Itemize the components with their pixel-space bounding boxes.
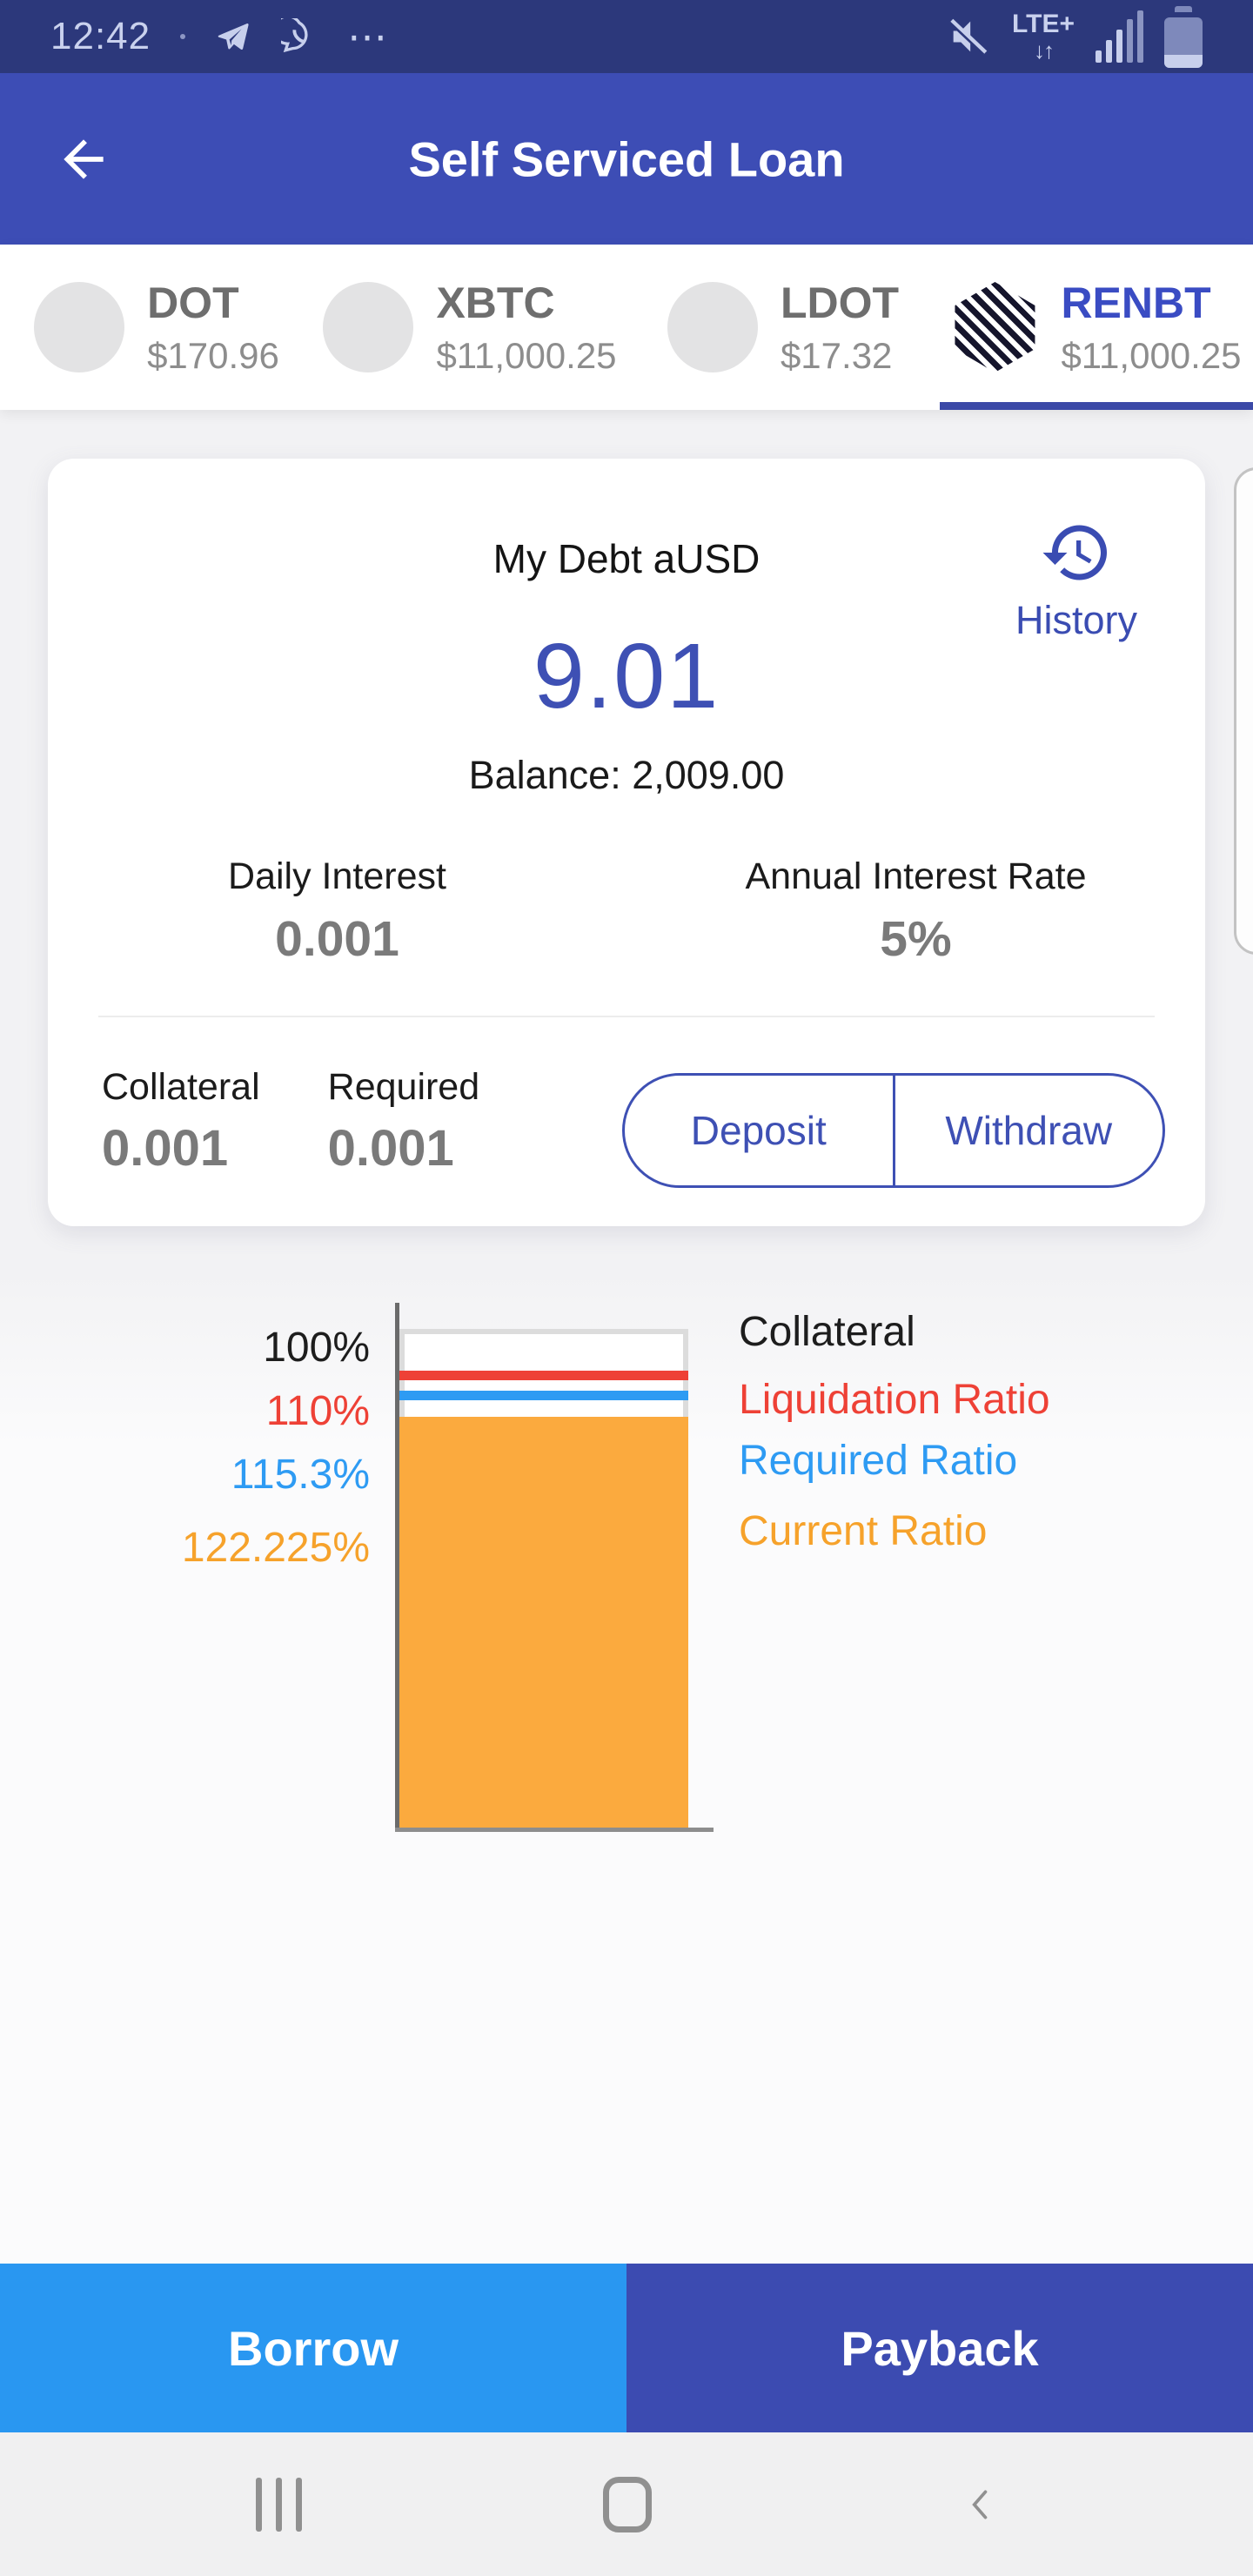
home-button[interactable] — [603, 2476, 652, 2532]
token-price: $17.32 — [780, 335, 893, 376]
next-card-edge[interactable] — [1234, 467, 1253, 955]
history-clock-icon — [1042, 525, 1107, 580]
daily-interest-value: 0.001 — [275, 911, 399, 967]
legend-liquidation-ratio: Liquidation Ratio — [739, 1377, 1050, 1423]
token-symbol: DOT — [147, 278, 239, 327]
required-value: 0.001 — [327, 1120, 454, 1177]
token-price: $11,000.25 — [1061, 335, 1242, 376]
telegram-icon — [218, 23, 249, 50]
data-transfer-arrows-icon: ↓↑ — [1034, 37, 1055, 64]
chart-x-axis — [395, 1828, 714, 1832]
token-symbol: LDOT — [780, 278, 900, 327]
network-type-label: LTE+ — [1012, 10, 1075, 38]
page-title: Self Serviced Loan — [408, 131, 845, 186]
tick-label-110: 110% — [265, 1388, 370, 1434]
tab-ldot[interactable]: LDOT $17.32 — [626, 245, 940, 410]
borrow-button[interactable]: Borrow — [0, 2264, 626, 2432]
current-ratio-bar — [399, 1417, 688, 1829]
annual-rate-label: Annual Interest Rate — [745, 855, 1087, 897]
tab-renbtc[interactable]: RENBT $11,000.25 — [940, 245, 1253, 410]
android-nav-bar — [0, 2432, 1253, 2576]
history-label: History — [1015, 598, 1137, 642]
deposit-button[interactable]: Deposit — [625, 1076, 895, 1185]
signal-strength-icon — [1096, 10, 1143, 63]
collateral-label: Collateral — [102, 1066, 260, 1108]
legend-current-ratio: Current Ratio — [739, 1508, 988, 1554]
withdraw-button[interactable]: Withdraw — [945, 1108, 1113, 1153]
debt-card: My Debt aUSD History 9.01 Balance: 2,009… — [48, 459, 1205, 1226]
xbtc-token-icon — [323, 282, 414, 372]
nav-back-button[interactable] — [962, 2476, 1000, 2533]
deposit-withdraw-group: Deposit Withdraw — [622, 1073, 1165, 1188]
legend-required-ratio: Required Ratio — [739, 1438, 1018, 1484]
card-divider — [98, 1016, 1155, 1017]
annual-rate-value: 5% — [880, 911, 952, 967]
token-tab-row: DOT $170.96 XBTC $11,000.25 LDOT $17.32 … — [0, 245, 1253, 410]
debt-amount: 9.01 — [533, 625, 720, 728]
tick-label-100: 100% — [263, 1325, 370, 1371]
token-symbol: RENBT — [1061, 278, 1211, 327]
collateral-value: 0.001 — [102, 1120, 229, 1177]
chart-y-axis — [395, 1303, 399, 1831]
network-indicator: LTE+ ↓↑ — [1012, 10, 1075, 64]
token-symbol: XBTC — [436, 278, 555, 327]
recents-button[interactable] — [256, 2477, 302, 2532]
status-time: 12:42 — [50, 15, 151, 57]
payback-button[interactable]: Payback — [626, 2264, 1253, 2432]
token-price: $170.96 — [147, 335, 279, 376]
balance-label: Balance: 2,009.00 — [468, 753, 785, 797]
notification-dot-icon — [180, 34, 186, 39]
bottom-actions: Borrow Payback — [0, 2264, 1253, 2432]
status-bar: 12:42 ⋯ LTE+ ↓↑ — [0, 0, 1253, 73]
debt-card-title: My Debt aUSD — [492, 536, 761, 581]
mute-icon — [948, 18, 988, 56]
tick-label-115: 115.3% — [231, 1452, 370, 1498]
interest-row: Daily Interest 0.001 Annual Interest Rat… — [48, 855, 1205, 968]
app-bar: Self Serviced Loan — [0, 73, 1253, 245]
tab-xbtc[interactable]: XBTC $11,000.25 — [313, 245, 626, 410]
ldot-token-icon — [667, 282, 758, 372]
required-label: Required — [327, 1066, 480, 1108]
legend-collateral: Collateral — [739, 1309, 915, 1355]
more-notifications-icon: ⋯ — [347, 14, 392, 59]
tab-dot[interactable]: DOT $170.96 — [0, 245, 313, 410]
collateral-row: Collateral 0.001 Required 0.001 — [102, 1066, 479, 1177]
back-arrow-icon[interactable] — [54, 130, 113, 189]
history-button[interactable]: History — [989, 516, 1163, 643]
battery-icon — [1164, 5, 1203, 68]
dot-token-icon — [34, 282, 125, 372]
token-price: $11,000.25 — [436, 335, 617, 376]
tick-label-122: 122.225% — [181, 1525, 370, 1571]
whatsapp-icon — [281, 18, 308, 53]
renbtc-token-icon — [955, 282, 1035, 372]
selected-tab-indicator — [940, 402, 1253, 410]
daily-interest-label: Daily Interest — [228, 855, 446, 897]
liquidation-ratio-line — [399, 1371, 688, 1380]
required-ratio-line — [399, 1391, 688, 1400]
